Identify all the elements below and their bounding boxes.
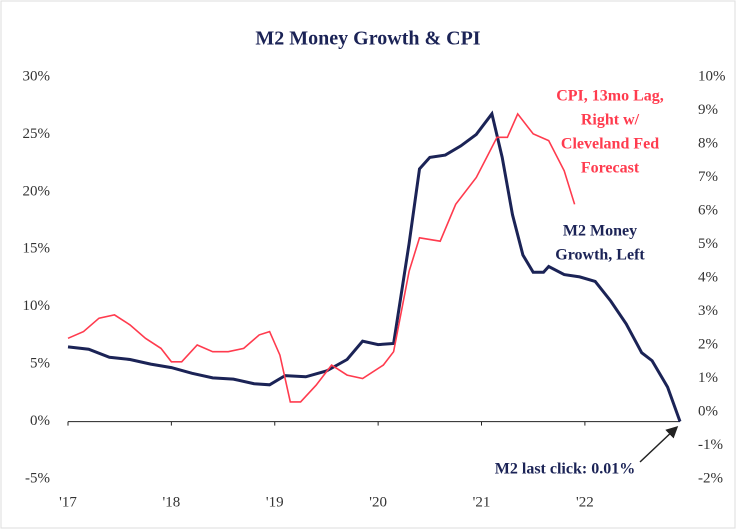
y2-tick-label: 7% xyxy=(698,169,718,185)
x-tick-label: '18 xyxy=(163,494,181,510)
series-line xyxy=(67,110,682,423)
annotation: Right w/ xyxy=(581,112,640,129)
y2-tick-label: 6% xyxy=(698,202,718,218)
y2-tick-label: -2% xyxy=(698,470,723,486)
chart-title: M2 Money Growth & CPI xyxy=(255,28,480,50)
y-tick-label: 25% xyxy=(23,126,51,142)
y-tick-label: 0% xyxy=(30,413,50,429)
x-tick-label: '17 xyxy=(59,494,77,510)
y2-tick-label: 10% xyxy=(698,68,726,84)
annotation: CPI, 13mo Lag, xyxy=(556,88,664,105)
x-tick-label: '21 xyxy=(473,494,491,510)
arrow xyxy=(639,425,679,463)
y-tick-label: 10% xyxy=(23,298,51,314)
y2-tick-label: 2% xyxy=(698,336,718,352)
y2-tick-label: 9% xyxy=(698,102,718,118)
annotation: Forecast xyxy=(581,160,640,177)
annotation: M2 last click: 0.01% xyxy=(495,461,635,478)
y-tick-label: 30% xyxy=(23,68,51,84)
annotation: M2 Money xyxy=(563,223,637,240)
annotation: Cleveland Fed xyxy=(561,136,659,153)
y2-tick-label: 0% xyxy=(698,403,718,419)
x-tick-label: '22 xyxy=(576,494,594,510)
annotation: Growth, Left xyxy=(555,247,645,264)
y2-tick-label: 8% xyxy=(698,135,718,151)
y-tick-label: 15% xyxy=(23,241,51,257)
y-tick-label: -5% xyxy=(25,470,50,486)
x-tick-label: '19 xyxy=(266,494,284,510)
series-line xyxy=(67,112,576,403)
y2-tick-label: 3% xyxy=(698,303,718,319)
y2-tick-label: 5% xyxy=(698,236,718,252)
y-tick-label: 20% xyxy=(23,183,51,199)
y-tick-label: 5% xyxy=(30,356,50,372)
x-tick-label: '20 xyxy=(369,494,387,510)
y2-tick-label: 1% xyxy=(698,370,718,386)
y2-tick-label: 4% xyxy=(698,269,718,285)
y2-tick-label: -1% xyxy=(698,437,723,453)
